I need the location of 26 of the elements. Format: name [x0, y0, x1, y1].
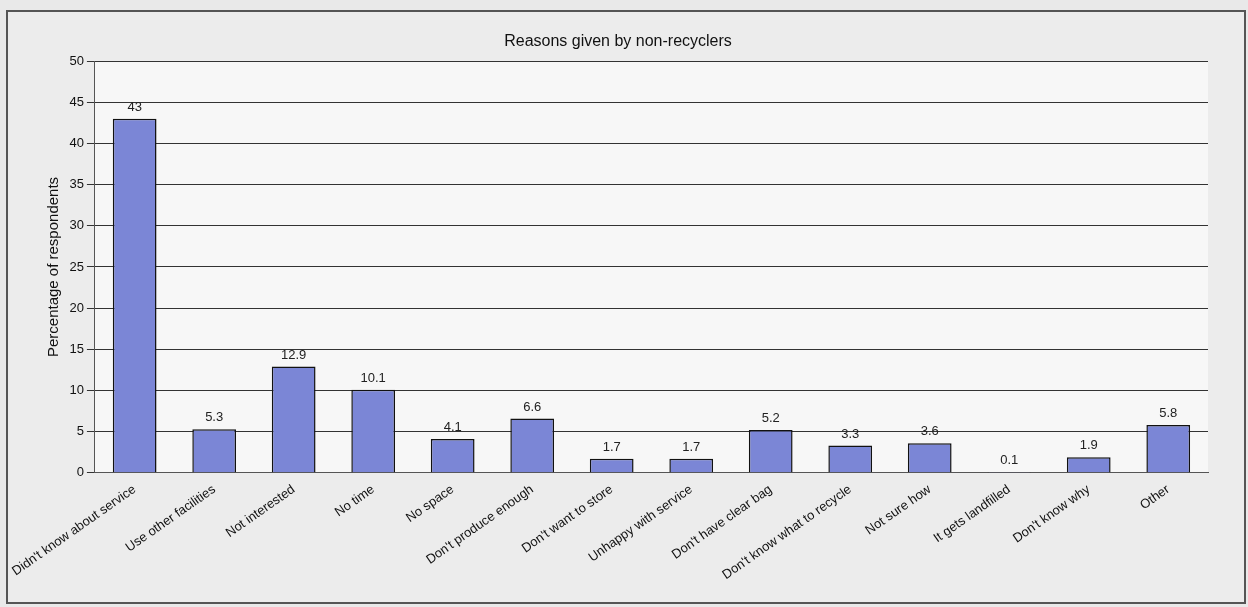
data-label: 1.7 [602, 438, 621, 454]
data-label: 1.9 [1079, 437, 1098, 453]
y-tick-label: 50 [69, 52, 84, 68]
data-label: 12.9 [281, 346, 307, 362]
y-tick-label: 0 [76, 464, 84, 480]
y-tick-label: 30 [69, 217, 84, 233]
data-label: 6.6 [523, 398, 542, 414]
data-label: 4.1 [443, 419, 462, 435]
data-label: 1.7 [682, 438, 701, 454]
y-tick-label: 20 [69, 299, 84, 315]
data-label: 10.1 [360, 369, 386, 385]
y-tick-label: 10 [69, 382, 84, 398]
data-label: 43 [127, 98, 142, 114]
x-tick-label: No time [331, 481, 377, 520]
data-label: 5.2 [761, 410, 780, 426]
data-label: 5.3 [205, 409, 224, 425]
y-tick-label: 15 [69, 340, 84, 356]
data-label: 5.8 [1159, 405, 1178, 421]
y-axis-title: Percentage of respondents [43, 176, 61, 358]
y-tick-label: 25 [69, 258, 84, 274]
data-label: 0.1 [1000, 452, 1019, 468]
y-tick-label: 35 [69, 176, 84, 192]
chart-title: Reasons given by non-recyclers [504, 32, 732, 50]
y-tick-label: 40 [69, 135, 84, 151]
y-tick-label: 5 [76, 423, 84, 439]
y-tick-label: 45 [69, 93, 84, 109]
